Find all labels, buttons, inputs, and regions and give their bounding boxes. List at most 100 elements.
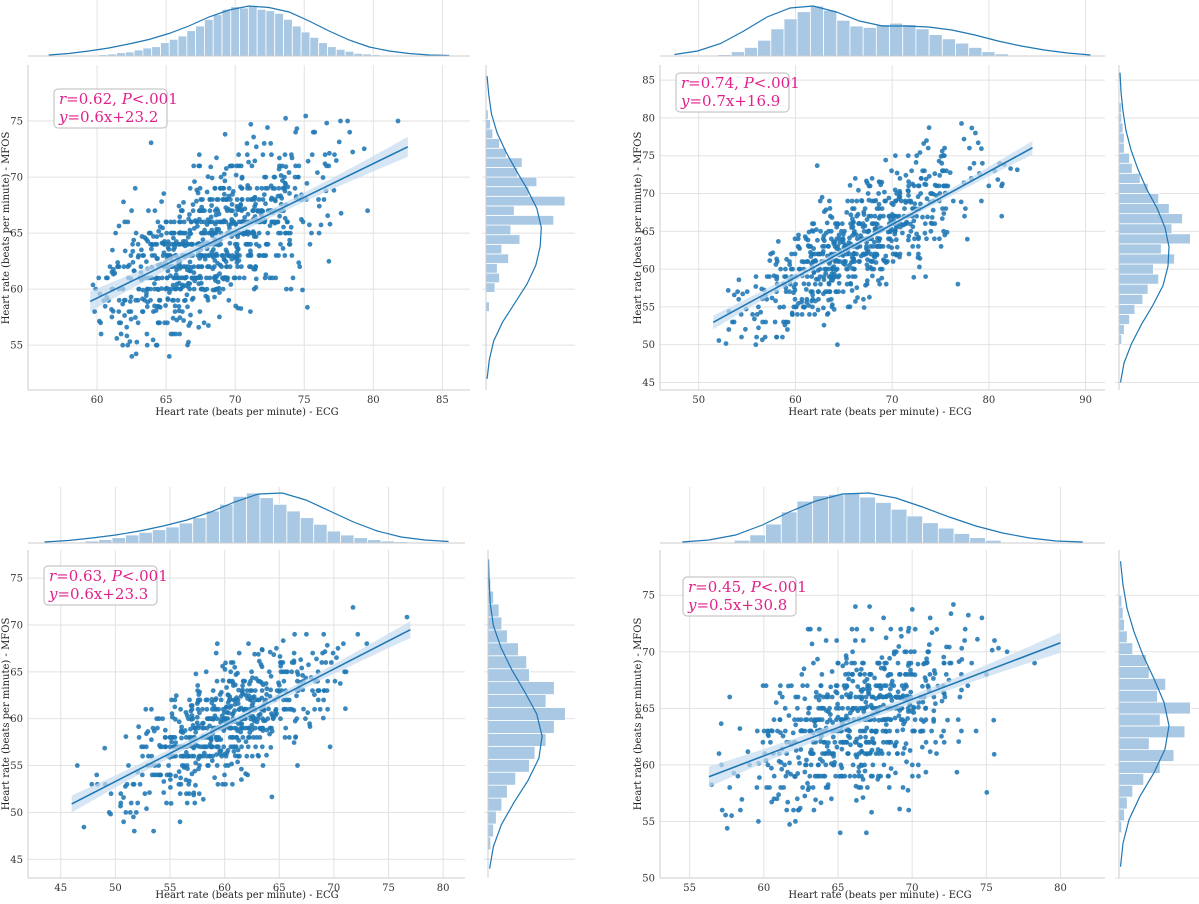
histogram-bar-x <box>259 497 274 544</box>
data-point <box>861 212 867 218</box>
data-point <box>924 138 929 144</box>
data-point <box>350 605 356 610</box>
data-point <box>886 236 891 242</box>
data-point <box>273 275 279 281</box>
data-point <box>779 694 785 700</box>
data-point <box>178 775 184 781</box>
data-point <box>820 705 825 711</box>
data-point <box>811 246 816 251</box>
data-point <box>817 693 823 698</box>
data-point <box>992 638 997 643</box>
data-point <box>916 251 921 257</box>
data-point <box>850 762 856 768</box>
data-point <box>929 728 934 734</box>
data-point <box>799 672 805 677</box>
data-point <box>315 170 320 176</box>
data-point <box>156 297 162 303</box>
histogram-bar-x <box>953 533 971 544</box>
data-point <box>849 288 855 293</box>
data-point <box>149 706 154 712</box>
data-point <box>253 144 259 150</box>
data-point <box>281 224 286 230</box>
data-point <box>74 763 80 768</box>
histogram-bar-x <box>283 18 293 57</box>
histogram-bar-x <box>937 527 955 544</box>
data-point <box>1004 649 1010 655</box>
data-point <box>838 717 844 723</box>
data-point <box>197 697 203 703</box>
data-point <box>861 296 866 302</box>
data-point <box>248 264 254 270</box>
data-point <box>896 713 902 719</box>
data-point <box>912 717 918 723</box>
data-point <box>253 276 259 282</box>
histogram-bar-y <box>1118 152 1130 164</box>
data-point <box>347 129 353 135</box>
data-point <box>177 266 183 271</box>
data-point <box>230 208 235 214</box>
y-tick-label: 75 <box>642 591 655 602</box>
data-point <box>228 703 234 709</box>
data-point <box>135 800 141 806</box>
data-point <box>333 158 339 163</box>
data-point <box>840 236 846 242</box>
data-point <box>812 312 818 317</box>
data-point <box>791 290 796 296</box>
data-point <box>131 237 137 243</box>
data-point <box>870 705 876 711</box>
data-point <box>847 773 853 779</box>
data-point <box>848 281 853 286</box>
data-point <box>92 309 97 314</box>
data-point <box>128 309 134 314</box>
histogram-bar-y <box>1118 772 1145 786</box>
data-point <box>157 742 162 748</box>
data-point <box>883 717 889 723</box>
histogram-bar-y <box>485 195 566 207</box>
data-point <box>792 296 798 302</box>
data-point <box>1000 181 1005 187</box>
data-point <box>136 286 142 292</box>
histogram-bar-y <box>485 167 519 178</box>
data-point <box>826 740 831 746</box>
data-point <box>909 762 915 768</box>
data-point <box>228 282 234 287</box>
data-point <box>204 725 210 731</box>
data-point <box>168 801 174 806</box>
data-point <box>267 223 273 229</box>
data-point <box>163 286 168 292</box>
data-point <box>724 825 730 831</box>
data-point <box>941 739 947 745</box>
data-point <box>869 221 875 227</box>
data-point <box>121 199 126 205</box>
data-point <box>130 781 136 787</box>
r-symbol: r <box>688 578 696 596</box>
histogram-bar-x <box>256 8 267 57</box>
data-point <box>802 769 808 775</box>
data-point <box>739 797 745 802</box>
data-point <box>187 697 192 703</box>
data-point <box>962 213 967 219</box>
data-point <box>198 197 204 202</box>
data-point <box>217 271 223 277</box>
data-point <box>147 230 153 236</box>
annotation-box <box>682 576 797 617</box>
data-point <box>109 314 115 320</box>
data-point <box>913 160 919 165</box>
data-point <box>872 213 878 219</box>
x-tick-label: 75 <box>298 395 311 406</box>
data-point <box>883 635 889 641</box>
data-point <box>274 645 279 651</box>
data-point <box>778 266 783 272</box>
data-point <box>292 631 297 637</box>
data-point <box>226 185 232 191</box>
data-point <box>955 281 961 287</box>
y-tick-label: 50 <box>642 874 655 885</box>
y-tick-label: 55 <box>642 302 655 313</box>
data-point <box>948 611 954 617</box>
histogram-bar-y <box>1118 749 1175 762</box>
data-point <box>927 672 933 677</box>
data-point <box>221 744 227 750</box>
data-point <box>856 785 862 790</box>
